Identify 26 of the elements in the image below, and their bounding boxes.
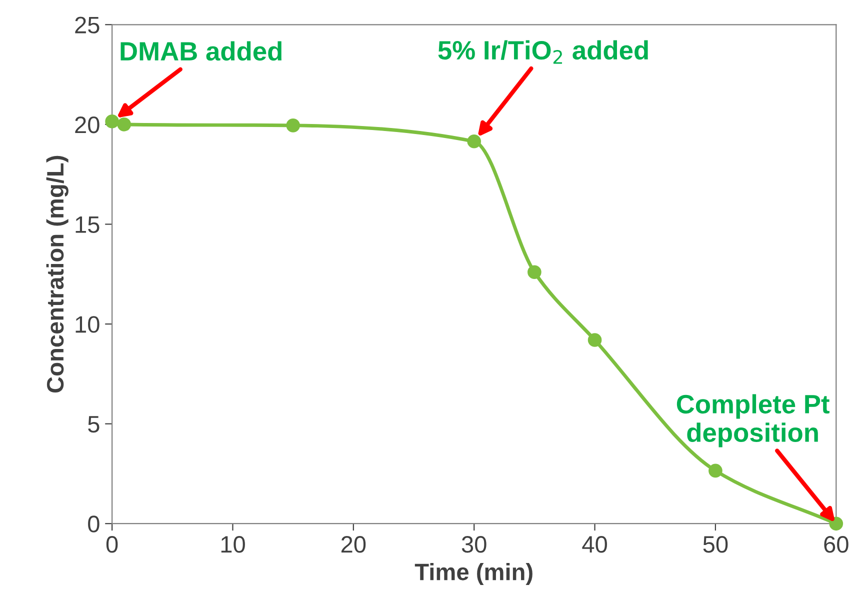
point <box>117 118 132 132</box>
y-tick-label: 20 <box>75 116 100 134</box>
point <box>105 114 119 128</box>
y-tick-label: 10 <box>76 316 100 333</box>
y-tick-label: 15 <box>76 216 100 234</box>
y-tick-label: 25 <box>75 16 100 34</box>
x-tick-label: 40 <box>582 536 607 553</box>
annotation: DMAB added <box>120 41 282 61</box>
point <box>708 464 722 478</box>
annotation: Complete Pt deposition <box>676 394 830 448</box>
y-tick-label: 5 <box>88 416 100 433</box>
x-tick-label: 30 <box>462 536 486 553</box>
x-tick-label: 0 <box>106 536 118 553</box>
point <box>588 333 602 347</box>
point <box>528 265 542 280</box>
x-tick-label: 60 <box>824 536 848 553</box>
x-axis-title: Time (min) <box>414 562 532 585</box>
point <box>829 516 844 531</box>
y-axis-title: Concentration (mg/L) <box>46 156 68 392</box>
point <box>467 134 482 148</box>
x-tick-label: 50 <box>703 536 728 553</box>
point <box>286 118 300 132</box>
annotation: 5% Ir/TiO$_{2}$ added <box>438 40 648 64</box>
x-tick-label: 20 <box>341 536 366 553</box>
y-tick-label: 0 <box>88 516 100 532</box>
x-tick-label: 10 <box>221 536 245 553</box>
